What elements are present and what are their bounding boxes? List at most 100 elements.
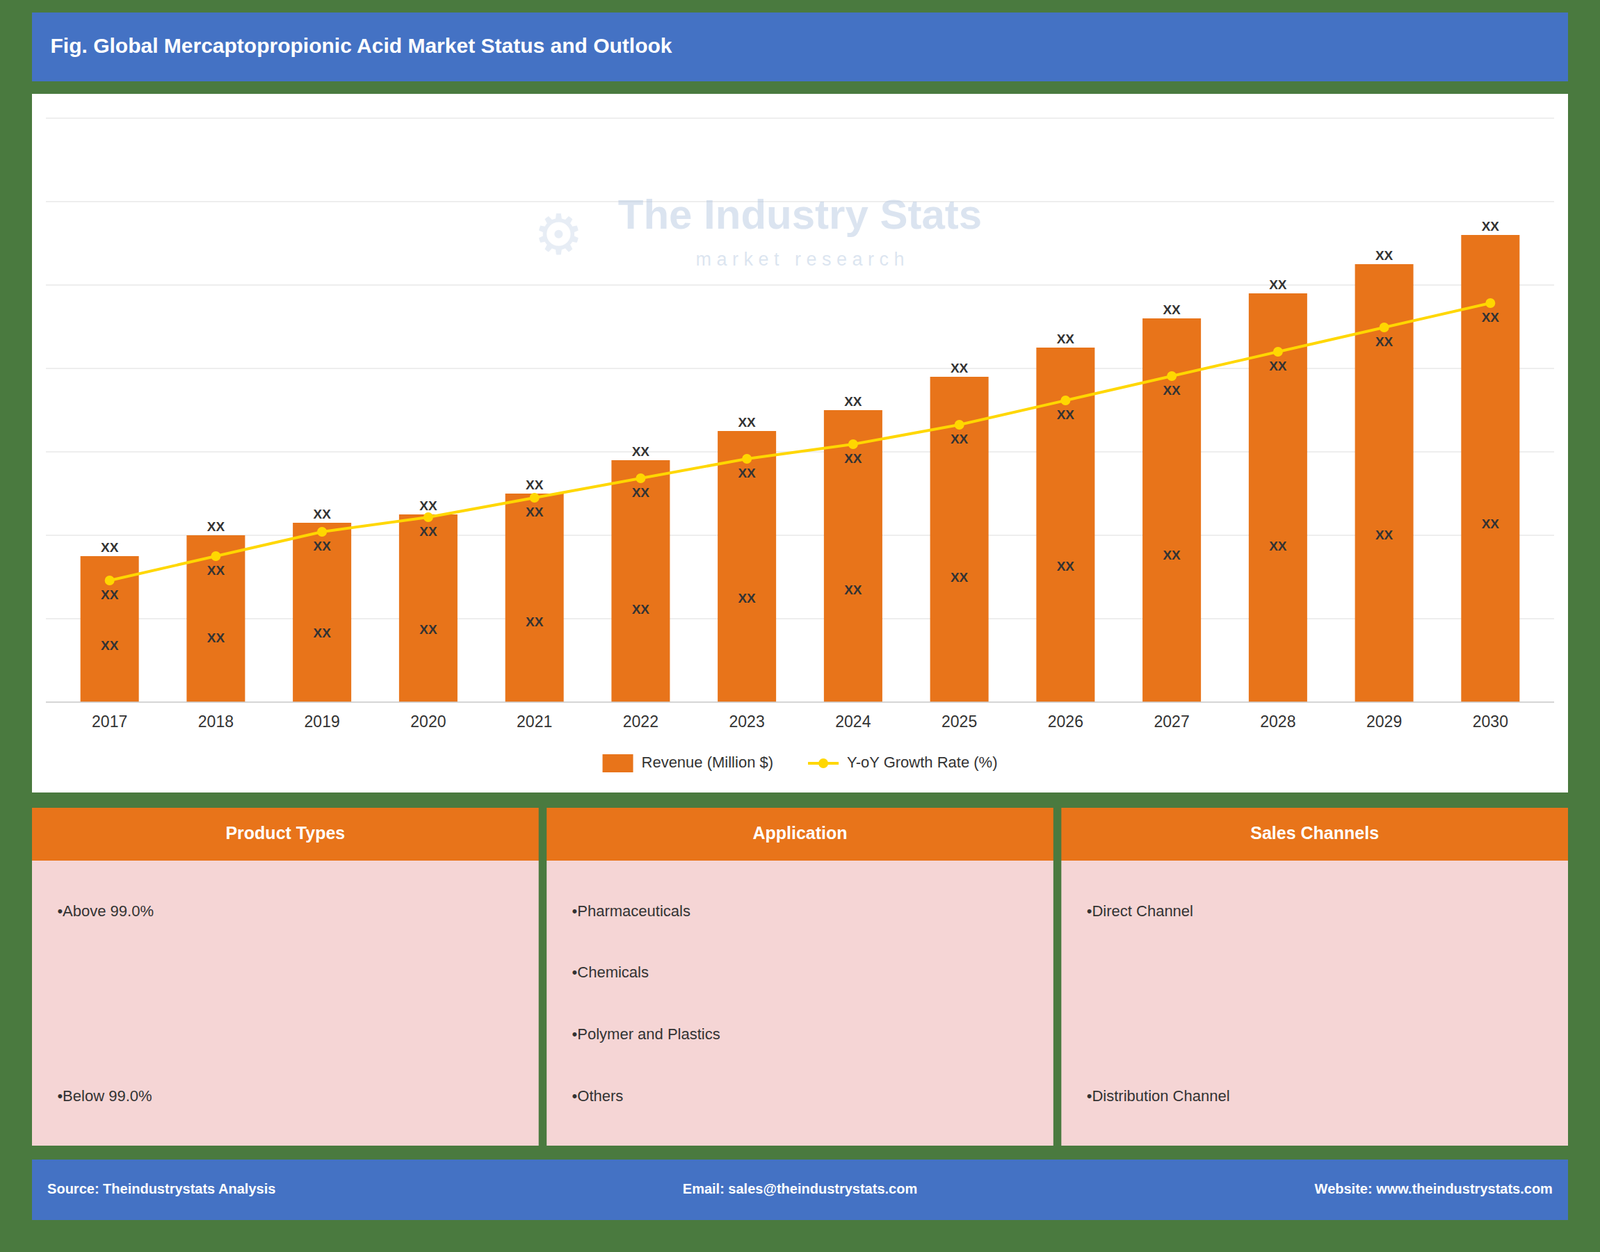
watermark-subtitle: m a r k e t r e s e a r c h [695, 248, 904, 270]
grid-line [45, 534, 1555, 536]
annotation: XX [632, 444, 651, 459]
line-marker [741, 454, 752, 464]
annotation: XX [632, 485, 651, 500]
annotation: XX [632, 602, 651, 617]
annotation: XX [737, 591, 756, 606]
x-tick-label: 2017 [91, 712, 128, 731]
line [109, 303, 1491, 581]
annotation: XX [419, 498, 438, 514]
line-marker [529, 493, 540, 503]
annotation: XX [419, 524, 438, 539]
panel-item: •Distribution Channel [1086, 1087, 1231, 1105]
x-tick-label: 2025 [941, 712, 977, 731]
x-tick-label: 2029 [1366, 712, 1402, 731]
bar [399, 514, 458, 703]
page: Fig. Global Mercaptopropionic Acid Marke… [0, 0, 1600, 1252]
panel-item: •Pharmaceuticals [572, 902, 691, 920]
panel-body [546, 860, 1054, 1146]
chart-area [31, 93, 1569, 793]
labels: XX XX XX XX XX XX XX XX XX XX XX XX XX XX XX XX XX XX XX XX… [100, 219, 1500, 653]
annotation: XX [312, 506, 331, 522]
annotation: XX [100, 638, 119, 653]
bar [1460, 235, 1520, 703]
bar [292, 522, 352, 703]
annotation: XX [100, 540, 119, 555]
annotation: XX [207, 563, 226, 578]
annotation: XX [312, 538, 331, 554]
annotation: XX [207, 519, 226, 535]
annotation: XX [1375, 248, 1394, 263]
line-marker [848, 439, 859, 450]
annotation: XX [1056, 559, 1076, 574]
bar [611, 460, 670, 703]
panel-title: Product Types [225, 823, 345, 843]
annotation: XX [844, 451, 863, 466]
line-marker [1166, 371, 1177, 382]
x-tick-label: 2019 [304, 712, 341, 731]
x-tick-label: 2028 [1259, 712, 1296, 731]
annotation: XX [1269, 538, 1288, 554]
footer-right: Website: www.theindustrystats.com [1314, 1181, 1553, 1197]
x-tick-label: 2024 [835, 712, 871, 731]
watermark-text: The Industry Stats [618, 191, 982, 238]
line-marker [210, 551, 221, 562]
annotation: XX [1375, 527, 1394, 543]
annotation: XX [1481, 310, 1500, 325]
annotation: XX [1056, 407, 1076, 423]
grid-line [45, 117, 1555, 119]
annotation: XX [1269, 358, 1288, 374]
annotation: XX [525, 614, 544, 630]
footer-center: Email: sales@theindustrystats.com [682, 1181, 918, 1197]
annotation: XX [1056, 331, 1076, 347]
annotation: XX [737, 415, 756, 430]
annotation: XX [844, 582, 863, 598]
x-axis [45, 701, 1555, 703]
panel-header [31, 807, 539, 861]
line-marker [1485, 298, 1496, 309]
panel-item: •Above 99.0% [57, 902, 154, 920]
panel-title: Application [752, 823, 847, 843]
annotation: XX [844, 394, 863, 409]
annotation: XX [207, 630, 226, 646]
annotation: XX [1375, 334, 1394, 350]
bar [1355, 264, 1414, 703]
annotation: XX [737, 465, 756, 481]
panel-body [1061, 860, 1569, 1146]
legend-label: Y-oY Growth Rate (%) [846, 753, 998, 772]
bar [1248, 293, 1308, 703]
line-marker [1273, 346, 1283, 357]
line-marker [954, 419, 965, 430]
x-tick-label: 2021 [516, 712, 553, 731]
grid-line [45, 701, 1555, 703]
bar [717, 431, 777, 703]
x-tick-label: 2022 [623, 712, 659, 731]
panel-item: •Chemicals [572, 963, 649, 982]
bar [823, 410, 883, 703]
footer-left: Source: Theindustrystats Analysis [47, 1181, 276, 1197]
bar [505, 493, 564, 703]
annotation: XX [1162, 383, 1181, 398]
panel-item: •Below 99.0% [57, 1087, 152, 1105]
x-tick-label: 2023 [729, 712, 765, 731]
panel-title: Sales Channels [1250, 823, 1379, 843]
bar [80, 556, 140, 703]
line-marker [423, 512, 434, 523]
footer-bar [31, 1159, 1569, 1221]
annotation: XX [950, 431, 969, 447]
panel-item: •Polymer and Plastics [572, 1025, 721, 1044]
title: Fig. Global Mercaptopropionic Acid Marke… [50, 34, 673, 58]
bar [1036, 347, 1095, 703]
x-tick-label: 2018 [198, 712, 234, 731]
annotation: XX [1162, 302, 1181, 318]
legend: Revenue (Million $)Y-oY Growth Rate (%) [602, 753, 998, 773]
annotation: XX [1162, 547, 1181, 563]
panel-header [546, 807, 1054, 861]
x-tick-label: 2030 [1472, 712, 1509, 731]
grid-line [45, 284, 1555, 286]
panel-body [31, 860, 539, 1146]
annotation: XX [1481, 516, 1500, 532]
panel-header [1061, 807, 1569, 861]
x-tick-label: 2026 [1047, 712, 1084, 731]
line-marker [104, 575, 115, 586]
annotation: XX [1481, 219, 1500, 234]
